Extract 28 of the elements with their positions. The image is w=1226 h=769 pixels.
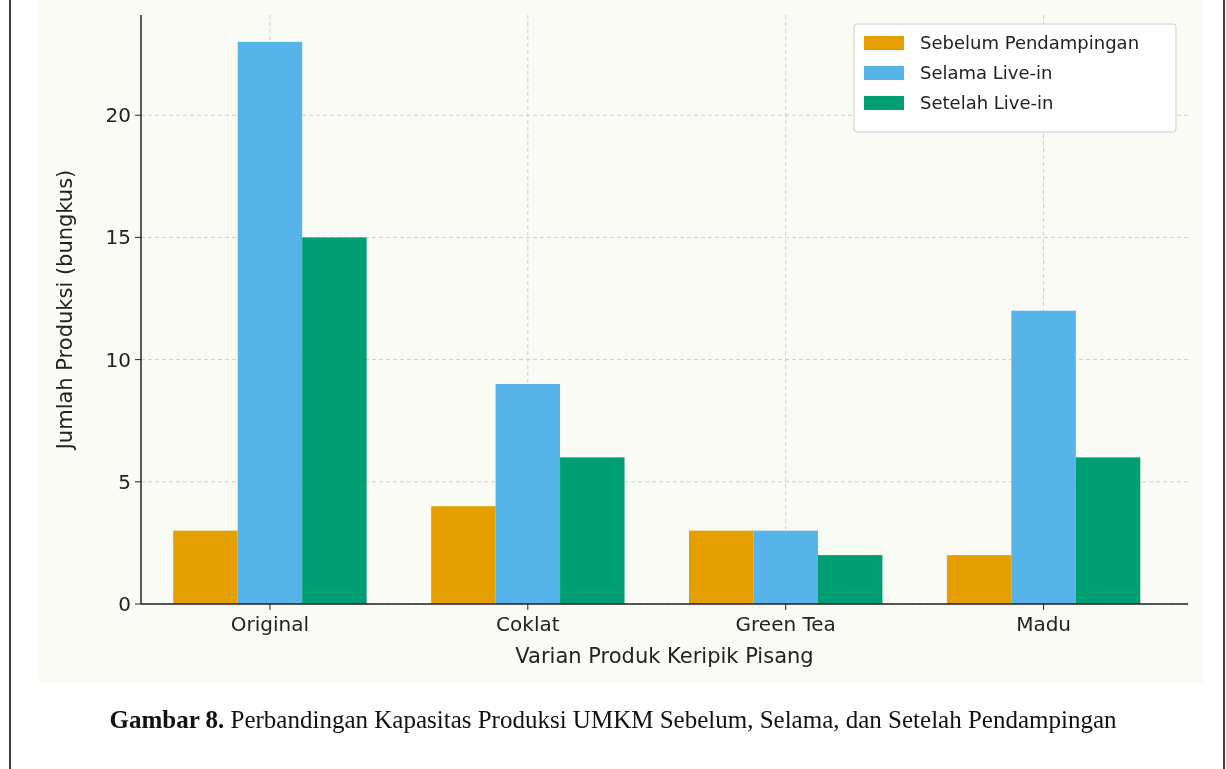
- bar: [1075, 457, 1141, 604]
- bar: [302, 237, 367, 604]
- bar: [753, 530, 818, 604]
- x-tick-label: Original: [230, 612, 310, 636]
- bar: [946, 555, 1012, 604]
- y-tick-label: 20: [105, 103, 131, 128]
- y-tick-label: 0: [118, 592, 131, 616]
- y-tick-label: 15: [105, 225, 131, 250]
- bar: [431, 506, 496, 604]
- legend-label: Selama Live-in: [920, 62, 1053, 84]
- legend-label: Sebelum Pendampingan: [920, 32, 1140, 54]
- text: Perbandingan Kapasitas Produksi UMKM Sebelum, Selama, dan Setelah Pendampingan: [224, 706, 1118, 733]
- y-tick-label: 5: [118, 469, 131, 494]
- y-tick-label: 10: [105, 347, 131, 372]
- x-axis-title: Varian Produk Keripik Pisang: [515, 644, 814, 668]
- x-tick-label: Madu: [1016, 612, 1072, 636]
- bar: [237, 41, 303, 604]
- y-axis-title: Jumlah Produksi (bungkus): [53, 169, 77, 452]
- x-tick-label: Green Tea: [735, 612, 836, 636]
- text: Gambar 8.: [109, 706, 225, 733]
- legend-label: Setelah Live-in: [920, 92, 1054, 114]
- bar: [495, 384, 561, 604]
- bar: [1011, 310, 1076, 604]
- bar: [689, 530, 754, 604]
- bar: [560, 457, 625, 604]
- bar: [173, 530, 238, 604]
- bar: [817, 555, 883, 604]
- x-tick-label: Coklat: [496, 612, 560, 636]
